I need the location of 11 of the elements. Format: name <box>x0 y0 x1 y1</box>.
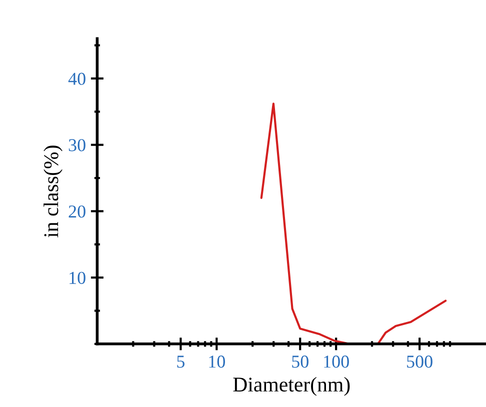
x-tick-label: 5 <box>177 356 184 368</box>
x-tick-label: 10 <box>209 356 225 368</box>
x-tick-label: 100 <box>324 356 349 368</box>
y-tick-label: 40 <box>68 72 86 85</box>
y-tick-label: 20 <box>68 205 86 218</box>
y-tick-label: 30 <box>68 139 86 152</box>
x-axis-title: Diameter(nm) <box>233 376 350 396</box>
y-axis-title: in class(%) <box>44 146 62 238</box>
x-tick-label: 50 <box>292 356 308 368</box>
y-tick-label: 10 <box>70 272 86 284</box>
x-tick-label: 500 <box>407 356 432 368</box>
